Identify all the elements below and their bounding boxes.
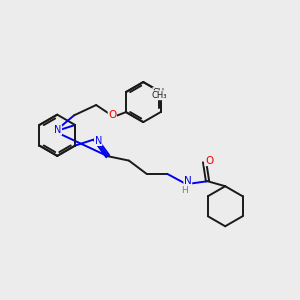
Text: N: N	[54, 125, 61, 135]
Text: O: O	[108, 110, 116, 120]
Text: H: H	[182, 185, 188, 194]
Text: CH₃: CH₃	[153, 88, 168, 97]
Text: O: O	[205, 156, 213, 166]
Text: CH₃: CH₃	[151, 91, 167, 100]
Text: N: N	[94, 136, 102, 146]
Text: N: N	[184, 176, 192, 186]
